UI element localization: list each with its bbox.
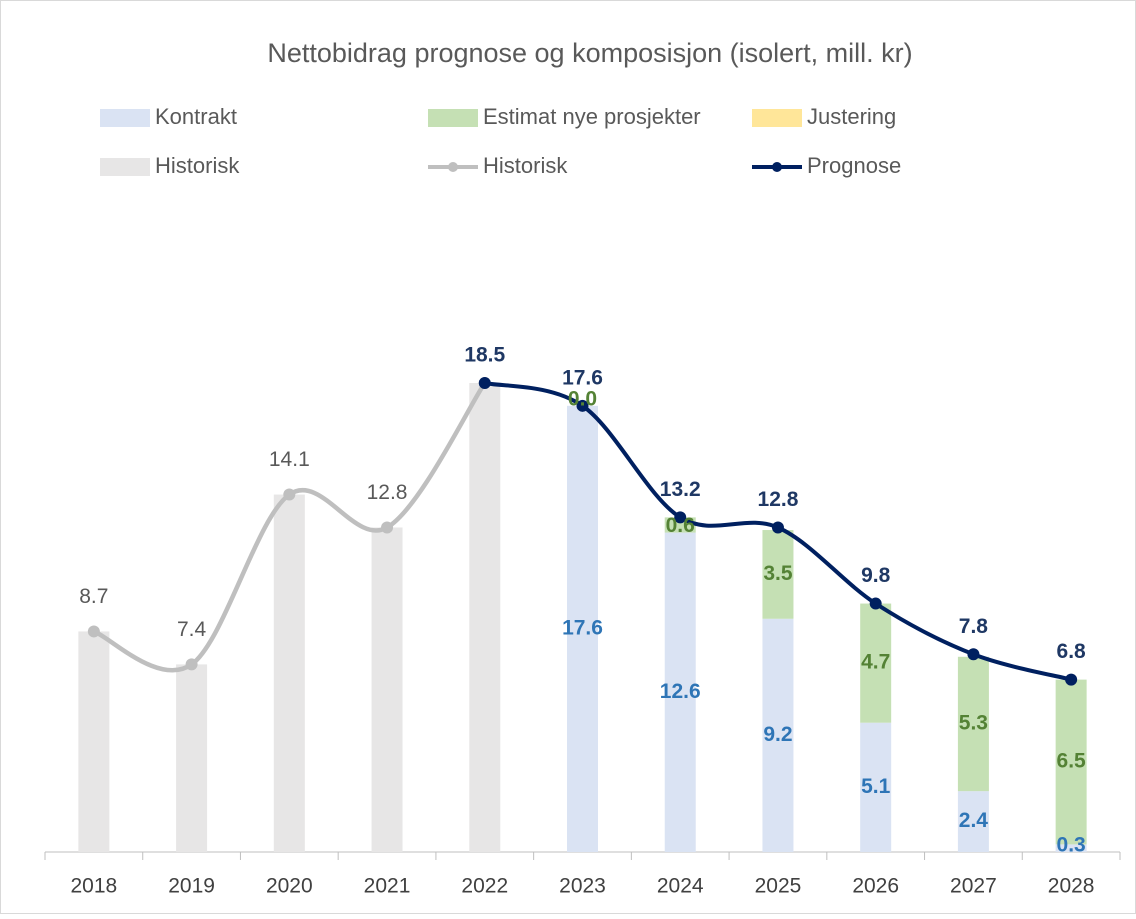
line-marker <box>576 399 589 412</box>
bar <box>957 791 989 852</box>
bar <box>1055 679 1087 845</box>
line-marker <box>1065 673 1078 686</box>
legend-label: Prognose <box>807 153 901 178</box>
x-tick-label: 2018 <box>71 875 118 898</box>
legend-label: Historisk <box>155 153 240 178</box>
x-tick-label: 2023 <box>559 875 606 898</box>
x-tick-label: 2020 <box>266 875 313 898</box>
legend: Kontrakt Estimat nye prosjekter Justering H… <box>100 104 901 178</box>
bar <box>1055 844 1087 852</box>
data-label: 8.7 <box>79 585 108 608</box>
data-label: 17.6 <box>562 616 603 639</box>
x-tick-label: 2019 <box>168 875 215 898</box>
data-label: 6.8 <box>1057 640 1087 663</box>
line-marker <box>185 658 198 671</box>
bar <box>957 656 989 792</box>
bar <box>371 527 403 852</box>
data-label: 5.1 <box>861 775 891 798</box>
line-marker <box>478 377 491 389</box>
legend-label: Estimat nye prosjekter <box>483 104 701 129</box>
data-label: 6.5 <box>1057 750 1087 773</box>
legend-marker <box>772 162 782 172</box>
legend-label: Kontrakt <box>155 104 237 129</box>
data-label: 0.3 <box>1057 834 1086 857</box>
bar <box>664 532 696 852</box>
plot-area: 2018 2019 2020 2021 2022 2023 2024 2025 2026 2027… <box>44 344 1121 898</box>
x-tick-label: 2021 <box>364 875 411 898</box>
line-marker <box>283 488 296 501</box>
bar <box>469 383 501 852</box>
data-label: 18.5 <box>464 344 505 367</box>
data-label: 9.2 <box>763 723 792 746</box>
x-tick-label: 2024 <box>657 875 704 898</box>
legend-swatch <box>752 109 802 127</box>
bar <box>273 494 305 852</box>
x-tick-label: 2022 <box>461 875 508 898</box>
data-label: 0.0 <box>568 387 597 410</box>
legend-swatch <box>428 109 478 127</box>
x-tick-label: 2025 <box>755 875 802 898</box>
data-label: 7.8 <box>959 615 989 638</box>
data-label: 0.6 <box>666 514 695 537</box>
data-label: 2.4 <box>959 809 989 832</box>
data-label: 3.5 <box>763 562 793 585</box>
line-marker <box>381 521 394 534</box>
data-label: 14.1 <box>269 448 310 471</box>
bar <box>860 603 892 723</box>
bar <box>762 618 794 852</box>
line-marker <box>674 511 687 524</box>
bar <box>860 722 892 852</box>
x-tick-label: 2028 <box>1048 875 1095 898</box>
bar <box>762 530 794 619</box>
line-marker <box>87 625 100 638</box>
chart-title: Nettobidrag prognose og komposisjon (iso… <box>267 38 912 68</box>
data-label: 7.4 <box>177 618 207 641</box>
legend-marker <box>448 162 458 172</box>
data-label: 9.8 <box>861 564 891 587</box>
line-marker <box>869 597 882 610</box>
bar <box>176 664 208 852</box>
data-label: 4.7 <box>861 651 890 674</box>
data-label: 17.6 <box>562 366 603 389</box>
legend-label: Justering <box>807 104 896 129</box>
line-marker <box>771 521 784 534</box>
bar <box>567 405 598 852</box>
x-tick-label: 2026 <box>852 875 899 898</box>
data-label: 13.2 <box>660 478 701 501</box>
line-marker <box>967 648 980 661</box>
x-tick-label: 2027 <box>950 875 997 898</box>
data-label: 12.8 <box>758 488 799 511</box>
legend-label: Historisk <box>483 153 568 178</box>
legend-swatch <box>100 158 150 176</box>
data-label: 5.3 <box>959 712 988 735</box>
bar <box>78 631 110 852</box>
data-label: 12.8 <box>367 481 408 504</box>
legend-swatch <box>100 109 150 127</box>
data-label: 12.6 <box>660 680 701 703</box>
